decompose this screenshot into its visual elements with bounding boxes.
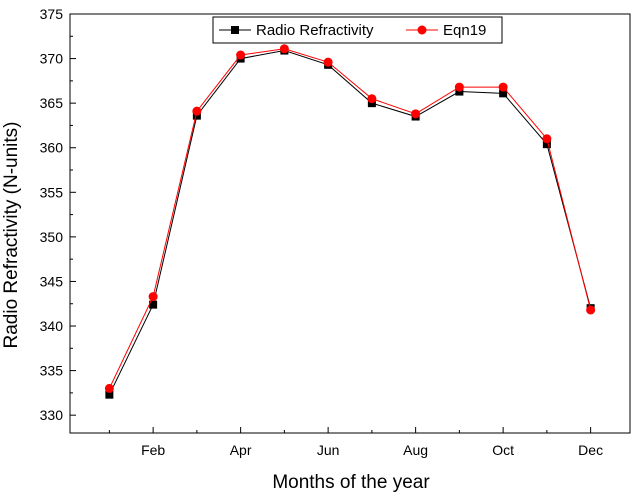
plot-border — [69, 13, 631, 434]
data-point — [148, 292, 158, 302]
x-tick-label: Apr — [230, 442, 252, 458]
y-tick-label: 345 — [40, 273, 64, 289]
y-tick-label: 330 — [40, 407, 64, 423]
legend-entry: Radio Refractivity — [219, 22, 374, 39]
data-point — [542, 134, 552, 144]
x-tick-label: Jun — [317, 442, 340, 458]
x-tick-label: Dec — [578, 442, 603, 458]
data-point — [411, 109, 421, 119]
series-eqn19 — [104, 44, 596, 393]
x-axis-ticks: Feb Apr Jun Aug Oct Dec — [108, 427, 603, 458]
data-point — [499, 89, 508, 98]
y-tick-label: 350 — [40, 229, 64, 245]
plot-frame — [69, 13, 631, 434]
data-point — [104, 383, 114, 393]
y-tick-label: 370 — [40, 51, 64, 67]
data-point — [236, 50, 246, 60]
legend-entry: Eqn19 — [406, 22, 486, 39]
y-axis-ticks: 330 335 340 345 350 355 360 365 370 375 — [40, 6, 76, 423]
legend-label: Eqn19 — [443, 22, 486, 39]
series-line — [108, 48, 592, 389]
x-tick-label: Aug — [403, 442, 428, 458]
y-tick-label: 355 — [40, 184, 64, 200]
y-tick-label: 365 — [40, 95, 64, 111]
x-tick-label: Oct — [492, 442, 514, 458]
y-tick-label: 335 — [40, 363, 64, 379]
data-point — [279, 44, 289, 54]
data-point — [149, 300, 158, 309]
y-axis-title: Radio Refractivity (N-units) — [1, 122, 22, 349]
legend-label: Radio Refractivity — [256, 22, 374, 39]
legend-marker — [417, 25, 427, 35]
series-radio-refractivity — [105, 46, 595, 399]
x-axis-title: Months of the year — [272, 472, 430, 493]
data-point — [367, 94, 377, 104]
data-point — [498, 82, 508, 92]
data-point — [586, 305, 596, 315]
data-point — [454, 82, 464, 92]
data-point — [542, 140, 551, 149]
legend-box — [212, 16, 503, 44]
series-line — [108, 50, 592, 395]
data-point — [105, 390, 114, 399]
series-group — [104, 44, 596, 399]
y-tick-label: 340 — [40, 318, 64, 334]
legend-marker — [231, 26, 239, 34]
legend: Radio Refractivity Eqn19 — [212, 16, 503, 44]
y-tick-label: 375 — [40, 6, 64, 22]
data-point — [192, 106, 202, 116]
x-tick-label: Feb — [141, 442, 165, 458]
y-tick-label: 360 — [40, 140, 64, 156]
data-point — [323, 57, 333, 67]
